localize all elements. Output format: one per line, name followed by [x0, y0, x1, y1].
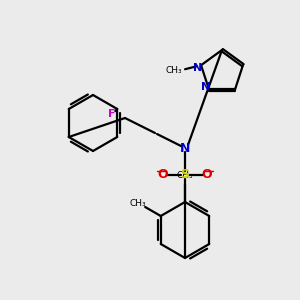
Text: N: N — [201, 82, 211, 92]
Text: O: O — [202, 169, 212, 182]
Text: F: F — [109, 109, 116, 119]
Text: S: S — [181, 169, 190, 182]
Text: CH₃: CH₃ — [166, 66, 182, 75]
Text: N: N — [194, 63, 203, 73]
Text: CH₃: CH₃ — [130, 199, 146, 208]
Text: N: N — [180, 142, 190, 154]
Text: CH₃: CH₃ — [177, 172, 193, 181]
Text: O: O — [158, 169, 168, 182]
